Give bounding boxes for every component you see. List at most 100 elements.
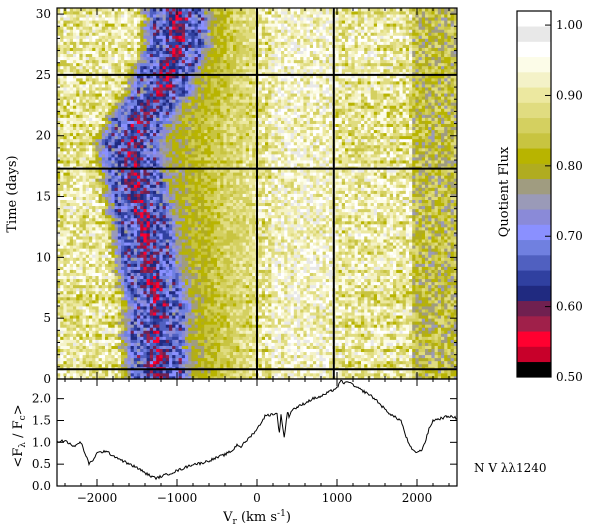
heatmap-cell: [383, 266, 387, 270]
heatmap-cell: [265, 369, 269, 374]
heatmap-cell: [415, 345, 419, 349]
heatmap-cell: [181, 321, 186, 325]
heatmap-cell: [415, 369, 419, 374]
heatmap-cell: [73, 299, 77, 304]
heatmap-cell: [85, 345, 90, 349]
heatmap-cell: [274, 342, 279, 346]
heatmap-cell: [370, 281, 375, 286]
heatmap-cell: [63, 351, 67, 356]
heatmap-cell: [377, 281, 381, 286]
heatmap-cell: [284, 269, 288, 273]
heatmap-cell: [258, 357, 263, 362]
heatmap-cell: [127, 284, 131, 289]
heatmap-cell: [441, 372, 445, 377]
heatmap-cell: [127, 327, 131, 331]
heatmap-cell: [431, 312, 435, 316]
heatmap-cell: [377, 324, 381, 328]
heatmap-cell: [281, 284, 285, 289]
heatmap-cell: [351, 351, 355, 356]
heatmap-cell: [57, 260, 61, 264]
heatmap-cell: [351, 333, 355, 337]
heatmap-cell: [137, 321, 141, 325]
heatmap-cell: [309, 336, 314, 340]
heatmap-cell: [303, 363, 307, 368]
heatmap-cell: [329, 330, 333, 334]
heatmap-cell: [386, 327, 391, 331]
heatmap-cell: [105, 312, 109, 316]
heatmap-cell: [348, 302, 352, 307]
heatmap-cell: [290, 306, 295, 310]
heatmap-cell: [76, 272, 80, 277]
heatmap-cell: [143, 302, 147, 307]
heatmap-cell: [181, 324, 186, 328]
heatmap-cell: [127, 342, 131, 346]
heatmap-cell: [133, 318, 138, 322]
heatmap-cell: [325, 324, 330, 328]
heatmap-cell: [162, 345, 167, 349]
heatmap-cell: [357, 293, 362, 298]
heatmap-cell: [370, 372, 375, 377]
heatmap-cell: [217, 342, 221, 346]
heatmap-cell: [153, 369, 157, 374]
heatmap-cell: [85, 336, 90, 340]
heatmap-cell: [319, 309, 323, 313]
heatmap-cell: [415, 318, 419, 322]
heatmap-cell: [361, 275, 365, 280]
heatmap-cell: [185, 309, 189, 313]
heatmap-cell: [412, 375, 416, 379]
heatmap-cell: [281, 336, 285, 340]
heatmap-cell: [143, 269, 147, 273]
heatmap-cell: [351, 348, 355, 353]
heatmap-cell: [453, 372, 457, 377]
heatmap-cell: [364, 269, 368, 273]
heatmap-cell: [415, 293, 419, 298]
heatmap-cell: [236, 293, 240, 298]
heatmap-cell: [66, 372, 71, 377]
heatmap-cell: [140, 318, 144, 322]
heatmap-cell: [373, 263, 378, 267]
heatmap-cell: [431, 278, 435, 283]
heatmap-cell: [300, 324, 304, 328]
heatmap-cell: [415, 278, 419, 283]
heatmap-cell: [194, 306, 199, 310]
heatmap-cell: [300, 360, 304, 365]
heatmap-cell: [63, 339, 67, 343]
heatmap-cell: [261, 302, 266, 307]
heatmap-cell: [364, 351, 368, 356]
heatmap-cell: [261, 315, 266, 319]
heatmap-cell: [175, 275, 179, 280]
heatmap-cell: [373, 260, 378, 264]
heatmap-cell: [143, 354, 147, 359]
heatmap-cell: [127, 299, 131, 304]
heatmap-cell: [437, 360, 442, 365]
heatmap-cell: [341, 296, 346, 301]
heatmap-cell: [271, 333, 275, 337]
heatmap-cell: [316, 309, 320, 313]
heatmap-cell: [316, 284, 320, 289]
heatmap-cell: [425, 263, 429, 267]
heatmap-cell: [233, 363, 237, 368]
heatmap-cell: [172, 357, 176, 362]
heatmap-cell: [98, 296, 103, 301]
heatmap-cell: [437, 309, 442, 313]
heatmap-cell: [447, 296, 451, 301]
heatmap-cell: [287, 312, 291, 316]
heatmap-cell: [207, 257, 211, 261]
heatmap-cell: [335, 330, 339, 334]
heatmap-cell: [444, 272, 448, 277]
heatmap-cell: [370, 278, 375, 283]
heatmap-cell: [399, 330, 403, 334]
heatmap-cell: [453, 278, 457, 283]
heatmap-cell: [322, 357, 327, 362]
heatmap-cell: [233, 327, 237, 331]
heatmap-cell: [444, 296, 448, 301]
heatmap-cell: [425, 315, 429, 319]
heatmap-cell: [338, 315, 343, 319]
heatmap-cell: [82, 357, 87, 362]
heatmap-cell: [453, 315, 457, 319]
heatmap-cell: [127, 351, 131, 356]
heatmap-cell: [373, 336, 378, 340]
heatmap-cell: [233, 357, 237, 362]
heatmap-cell: [402, 299, 407, 304]
heatmap-cell: [210, 281, 215, 286]
